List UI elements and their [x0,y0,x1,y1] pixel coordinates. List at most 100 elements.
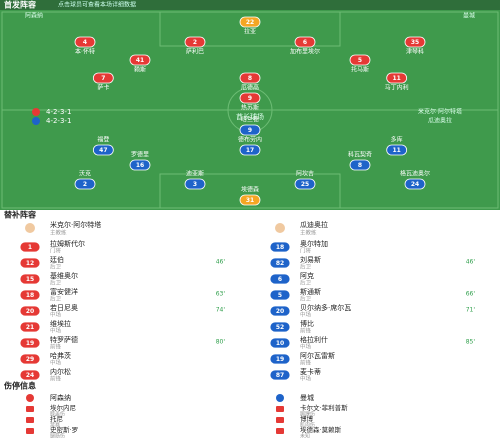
player-badge [184,178,206,190]
sub-in-minute: 74' [216,307,226,314]
sub-name: 特罗萨德 [50,335,78,344]
player-number: 8 [358,162,362,169]
sub-name: 内尔松 [50,367,71,376]
injury-icon [276,406,284,412]
player-name: 加布里埃尔 [290,48,320,56]
team-icon [276,394,284,402]
injury-name: 卡尔文·菲利普斯 [300,403,348,412]
player-number: 87 [276,372,284,379]
player-number: 10 [276,340,284,347]
player-number: 2 [193,39,197,46]
player-number: 20 [276,308,284,315]
injuries-title: 伤停信息 [3,381,36,391]
player-number: 52 [276,324,284,331]
player-badge [404,178,426,190]
sub-in-minute: 66' [466,291,476,298]
injury-icon [276,428,284,434]
coach-role: 主教练 [300,229,317,237]
sub-position: 中场 [300,311,312,319]
injury-reason: 膝盖伤 [50,411,65,418]
player-number: 16 [136,162,144,169]
player-name: 迪亚斯 [186,170,204,178]
sub-name: 博比 [300,319,314,328]
sub-in-minute: 71' [466,307,476,314]
player-badge [184,36,206,48]
player-name: 厄德高 [241,84,259,92]
player-badge [269,273,291,285]
sub-name: 富安健洋 [50,287,78,296]
player-number: 35 [411,39,419,46]
sub-position: 后卫 [50,263,62,271]
player-badge [239,144,261,156]
player-badge [19,337,41,349]
injury-icon [26,406,34,412]
player-name: 沃克 [79,170,91,178]
player-name: 格瓦迪奥尔 [400,170,430,178]
player-badge [129,54,151,66]
sub-in-minute: 80' [216,339,226,346]
player-number: 11 [392,147,400,154]
subs-header [0,210,500,220]
player-badge [269,337,291,349]
player-name: 津琴科 [406,48,424,56]
sub-name: 基维奥尔 [50,271,78,280]
away-formation: 4-2-3-1 [46,117,71,125]
header-title: 首发阵容 [4,0,36,10]
player-number: 11 [392,75,400,82]
player-number: 15 [26,276,34,283]
home-formation: 4-2-3-1 [46,108,71,116]
player-name: 托马斯 [351,66,369,74]
away-name: 曼城 [463,13,475,20]
home-icon [32,108,40,116]
player-name: 萨利巴 [186,48,204,56]
player-badge [239,124,261,136]
player-name: 德布劳内 [238,136,262,144]
player-badge [19,353,41,365]
sub-name: 拉姆斯代尔 [50,239,85,248]
player-badge [269,289,291,301]
player-badge [269,321,291,333]
sub-name: 维埃拉 [50,319,71,328]
player-badge [19,321,41,333]
sub-name: 格拉利什 [300,335,328,344]
injury-reason: 未知 [300,433,310,440]
header-bar [0,0,500,10]
player-badge [239,72,261,84]
player-number: 8 [248,75,252,82]
injury-reason: 脚踝伤 [300,411,315,418]
player-badge [19,305,41,317]
player-badge [19,369,41,381]
home-name: 阿森纳 [25,12,43,20]
home-coach: 米克尔·阿尔特塔 [418,108,462,116]
player-number: 82 [276,260,284,267]
player-name: 科瓦契奇 [348,151,372,159]
injury-reason: 肌肉伤 [300,422,315,429]
sub-position: 后卫 [50,295,62,303]
player-number: 29 [26,356,34,363]
coach-role: 主教练 [50,229,67,237]
sub-position: 后卫 [300,263,312,271]
player-name: 阿坎吉 [296,170,314,178]
player-badge [386,144,408,156]
player-name: 埃德森 [241,186,259,194]
player-number: 5 [278,292,282,299]
sub-name: 贝尔纳多·席尔瓦 [300,303,351,312]
player-number: 47 [99,147,107,154]
player-badge [239,194,261,206]
player-number: 9 [248,127,252,134]
player-badge [269,257,291,269]
sub-position: 中场 [300,375,312,383]
player-badge [269,353,291,365]
sub-position: 中场 [300,343,312,351]
player-number: 24 [411,181,419,188]
sub-position: 前锋 [50,343,62,351]
player-number: 7 [101,75,105,82]
player-badge [19,241,41,253]
sub-in-minute: 46' [466,259,476,266]
coach-avatar [275,223,285,233]
sub-name: 阿克 [300,271,314,280]
player-number: 2 [83,181,87,188]
player-number: 19 [26,340,34,347]
sub-position: 门将 [300,247,312,255]
